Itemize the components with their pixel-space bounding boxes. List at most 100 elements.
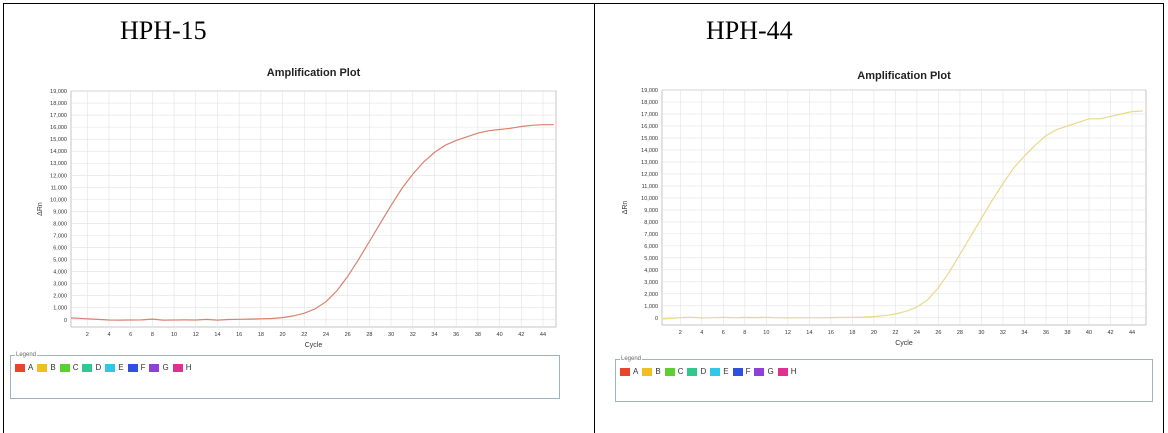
- x-tick-label: 20: [871, 330, 877, 336]
- x-tick-label: 20: [280, 332, 286, 338]
- y-tick-label: 13,000: [641, 160, 658, 166]
- x-tick-label: 40: [1086, 330, 1092, 336]
- panel-divider: [594, 3, 595, 433]
- x-tick-label: 8: [743, 330, 746, 336]
- legend-item: F: [127, 363, 146, 373]
- y-tick-label: 15,000: [641, 136, 658, 142]
- y-tick-label: 11,000: [51, 185, 67, 191]
- y-tick-label: 2,000: [53, 294, 67, 300]
- legend-label: H: [790, 367, 797, 376]
- legend-label: F: [140, 363, 146, 372]
- x-tick-label: 26: [935, 330, 941, 336]
- legend-box: Legend A B C D E F G H: [10, 351, 560, 399]
- y-tick-label: 0: [655, 316, 658, 322]
- x-tick-label: 38: [1064, 330, 1070, 336]
- legend-item: G: [149, 363, 169, 373]
- legend-item: G: [754, 367, 774, 377]
- x-tick-label: 10: [763, 330, 769, 336]
- legend-swatch: [15, 364, 25, 372]
- x-tick-label: 36: [1043, 330, 1049, 336]
- x-tick-label: 24: [323, 332, 329, 338]
- y-tick-label: 2,000: [644, 292, 658, 298]
- legend-item: H: [172, 363, 192, 373]
- legend-label: G: [162, 363, 169, 372]
- x-tick-label: 12: [785, 330, 791, 336]
- panel-label: HPH-15: [120, 16, 207, 45]
- legend-label: G: [767, 367, 774, 376]
- x-tick-label: 32: [1000, 330, 1006, 336]
- y-tick-label: 6,000: [53, 246, 67, 252]
- x-tick-label: 44: [540, 332, 546, 338]
- legend-swatch: [664, 368, 675, 376]
- x-tick-label: 30: [978, 330, 984, 336]
- y-tick-label: 17,000: [50, 113, 67, 119]
- legend-label: A: [28, 363, 34, 372]
- plot-area: [70, 90, 557, 328]
- y-tick-label: 4,000: [644, 268, 658, 274]
- x-tick-label: 34: [1021, 330, 1027, 336]
- x-tick-label: 2: [86, 332, 89, 338]
- legend-swatch: [732, 368, 743, 376]
- y-tick-label: 3,000: [644, 280, 658, 286]
- y-axis-label: ΔRn: [622, 201, 629, 215]
- y-tick-label: 0: [64, 318, 67, 324]
- legend-title: Legend: [620, 355, 643, 363]
- amplification-plot-chart: Amplification Plot 0 1,000 2,000 3,000 4,000 5…: [37, 67, 557, 349]
- x-tick-label: 44: [1129, 330, 1135, 336]
- x-tick-label: 14: [806, 330, 812, 336]
- y-tick-label: 9,000: [53, 209, 67, 215]
- panel-hph-44: HPH-44 Amplification Plot 0 1,000 2,000 3,00…: [595, 4, 1163, 433]
- y-tick-label: 19,000: [641, 88, 658, 94]
- legend-swatch: [127, 364, 138, 372]
- legend-label: C: [72, 363, 79, 372]
- legend-swatch: [687, 368, 698, 376]
- x-tick-label: 6: [129, 332, 132, 338]
- x-tick-label: 8: [151, 332, 154, 338]
- x-tick-label: 22: [301, 332, 307, 338]
- x-tick-label: 24: [914, 330, 920, 336]
- y-tick-label: 6,000: [644, 244, 658, 250]
- legend-label: D: [95, 363, 102, 372]
- y-tick-label: 1,000: [644, 304, 658, 310]
- legend-label: E: [723, 367, 729, 376]
- y-tick-label: 10,000: [50, 197, 67, 203]
- x-tick-label: 38: [475, 332, 481, 338]
- chart-title: Amplification Plot: [267, 67, 361, 79]
- legend-label: H: [185, 363, 192, 372]
- y-tick-label: 10,000: [641, 196, 658, 202]
- y-tick-label: 4,000: [53, 270, 67, 276]
- y-tick-label: 17,000: [641, 112, 658, 118]
- x-tick-label: 34: [431, 332, 437, 338]
- x-tick-label: 4: [107, 332, 110, 338]
- y-tick-label: 19,000: [50, 89, 67, 95]
- legend-label: A: [633, 367, 639, 376]
- x-tick-label: 30: [388, 332, 394, 338]
- y-tick-label: 14,000: [641, 148, 658, 154]
- y-tick-label: 8,000: [644, 220, 658, 226]
- legend-item: H: [777, 367, 797, 377]
- legend-item: A: [15, 363, 33, 373]
- x-tick-label: 22: [892, 330, 898, 336]
- y-tick-label: 18,000: [641, 100, 658, 106]
- x-tick-label: 28: [957, 330, 963, 336]
- legend-item: B: [642, 367, 661, 377]
- legend-items: A B C D E F G H: [15, 363, 196, 373]
- legend-item: C: [59, 363, 79, 373]
- x-tick-label: 10: [171, 332, 177, 338]
- y-tick-label: 11,000: [642, 184, 658, 190]
- chart-title: Amplification Plot: [857, 70, 951, 82]
- figure-frame: [3, 3, 1164, 433]
- legend-swatch: [754, 368, 765, 376]
- legend-label: D: [700, 367, 707, 376]
- x-tick-label: 40: [497, 332, 503, 338]
- legend-item: B: [37, 363, 56, 373]
- y-tick-label: 12,000: [50, 173, 67, 179]
- legend-swatch: [777, 368, 788, 376]
- legend-swatch: [710, 368, 721, 376]
- y-tick-label: 7,000: [53, 233, 67, 239]
- legend-item: E: [105, 363, 124, 373]
- y-tick-label: 5,000: [644, 256, 658, 262]
- y-tick-label: 12,000: [641, 172, 658, 178]
- y-tick-label: 16,000: [641, 124, 658, 130]
- x-tick-label: 16: [828, 330, 834, 336]
